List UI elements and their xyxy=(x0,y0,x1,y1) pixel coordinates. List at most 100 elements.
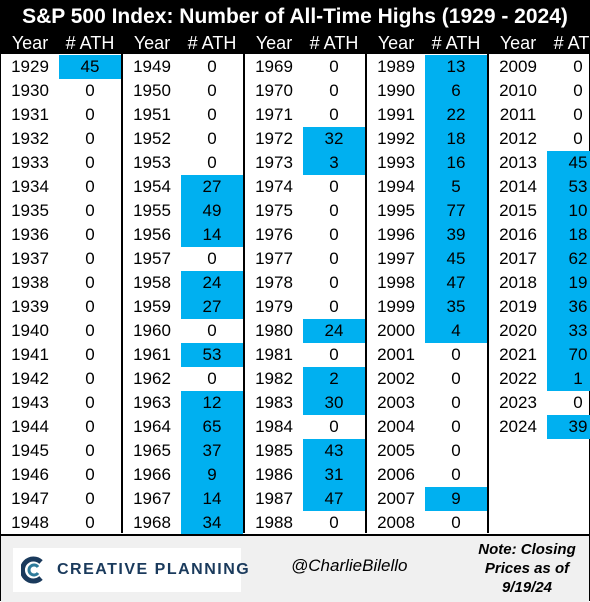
year-cell: 2013 xyxy=(499,153,537,172)
table-row: 2010 0 xyxy=(489,79,590,103)
year-cell: 1951 xyxy=(133,105,171,124)
ath-count-cell: 0 xyxy=(573,81,583,100)
year-cell: 1978 xyxy=(255,273,293,292)
table-row: 2003 0 xyxy=(367,391,487,415)
table-row: 1966 9 xyxy=(123,463,243,487)
table-row: 1980 24 xyxy=(245,319,365,343)
table-row: 1993 16 xyxy=(367,151,487,175)
ath-count-cell: 53 xyxy=(547,175,590,199)
year-cell: 1956 xyxy=(133,225,171,244)
table-row: 1984 0 xyxy=(245,415,365,439)
column-divider xyxy=(365,32,367,533)
table-row: 1944 0 xyxy=(1,415,121,439)
author-handle: @CharlieBilello xyxy=(291,556,408,575)
ath-count-cell: 0 xyxy=(573,393,583,412)
column-divider xyxy=(487,32,489,533)
ath-count-cell: 47 xyxy=(303,487,365,511)
ath-count-cell: 0 xyxy=(85,489,95,508)
ath-count-cell: 39 xyxy=(425,223,487,247)
ath-count-cell: 24 xyxy=(303,319,365,343)
column-divider xyxy=(243,32,245,533)
ath-count-cell: 0 xyxy=(451,393,461,412)
table-header: Year # ATH xyxy=(367,32,487,54)
year-cell: 2016 xyxy=(499,225,537,244)
ath-count-cell: 36 xyxy=(547,295,590,319)
table-row: 2002 0 xyxy=(367,367,487,391)
year-cell: 1939 xyxy=(11,297,49,316)
ath-count-cell: 18 xyxy=(425,127,487,151)
table-row: 2021 70 xyxy=(489,343,590,367)
ath-count-cell: 0 xyxy=(329,513,339,532)
year-cell: 1969 xyxy=(255,57,293,76)
ath-count-cell: 0 xyxy=(85,345,95,364)
table-row: 2023 0 xyxy=(489,391,590,415)
table-row: 1961 53 xyxy=(123,343,243,367)
ath-count-cell: 0 xyxy=(329,57,339,76)
year-cell: 2020 xyxy=(499,321,537,340)
ath-count-cell: 0 xyxy=(329,81,339,100)
table-row: 1999 35 xyxy=(367,295,487,319)
year-cell: 1945 xyxy=(11,441,49,460)
table-row: 1942 0 xyxy=(1,367,121,391)
table-row: 1975 0 xyxy=(245,199,365,223)
year-cell: 2011 xyxy=(499,105,537,124)
ath-count-cell: 0 xyxy=(329,345,339,364)
footer: CREATIVE PLANNING @CharlieBilello Note: … xyxy=(1,534,589,602)
table-row: 1949 0 xyxy=(123,55,243,79)
table-row: 1969 0 xyxy=(245,55,365,79)
ath-count-cell: 43 xyxy=(303,439,365,463)
ath-count-cell: 34 xyxy=(181,511,243,535)
ath-count-cell: 0 xyxy=(329,105,339,124)
table-row: 1959 27 xyxy=(123,295,243,319)
table-row: 1956 14 xyxy=(123,223,243,247)
ath-count-cell: 0 xyxy=(207,105,217,124)
table-row: 1994 5 xyxy=(367,175,487,199)
ath-count-cell: 2 xyxy=(303,367,365,391)
table-row: 1934 0 xyxy=(1,175,121,199)
year-cell: 2007 xyxy=(377,489,415,508)
table-row: 1967 14 xyxy=(123,487,243,511)
ath-count-cell: 0 xyxy=(573,129,583,148)
year-cell: 1995 xyxy=(377,201,415,220)
table-row: 1976 0 xyxy=(245,223,365,247)
year-cell: 1942 xyxy=(11,369,49,388)
ath-count-cell: 0 xyxy=(85,321,95,340)
year-cell: 1973 xyxy=(255,153,293,172)
year-cell: 2022 xyxy=(499,369,537,388)
ath-count-cell: 0 xyxy=(207,321,217,340)
table-column: Year # ATH 1969 0 1970 0 1971 0 1972 32 1973 3 1974 0… xyxy=(245,32,365,533)
table-row: 1968 34 xyxy=(123,511,243,535)
table-header: Year # ATH xyxy=(123,32,243,54)
ath-count-cell: 0 xyxy=(451,417,461,436)
year-cell: 1990 xyxy=(377,81,415,100)
table-row: 2001 0 xyxy=(367,343,487,367)
ath-count-cell: 39 xyxy=(547,415,590,439)
year-cell: 1929 xyxy=(11,57,49,76)
table-column: Year # ATH 1949 0 1950 0 1951 0 1952 0 1953 0 1954 27… xyxy=(123,32,243,535)
ath-count-cell: 9 xyxy=(425,487,487,511)
ath-count-cell: 0 xyxy=(329,201,339,220)
table-row: 2009 0 xyxy=(489,55,590,79)
table-header: Year # ATH xyxy=(489,32,590,54)
year-cell: 2019 xyxy=(499,297,537,316)
table-row: 2022 1 xyxy=(489,367,590,391)
ath-count-cell: 6 xyxy=(425,79,487,103)
ath-count-cell: 53 xyxy=(181,343,243,367)
ath-count-cell: 0 xyxy=(85,129,95,148)
table-column: Year # ATH 1929 45 1930 0 1931 0 1932 0 1933 0 1934 0… xyxy=(1,32,121,533)
table-row: 1962 0 xyxy=(123,367,243,391)
ath-count-cell: 45 xyxy=(425,247,487,271)
year-cell: 1970 xyxy=(255,81,293,100)
chart-title: S&P 500 Index: Number of All-Time Highs … xyxy=(1,1,589,32)
year-cell: 1948 xyxy=(11,513,49,532)
year-cell: 1957 xyxy=(133,249,171,268)
logo-text: CREATIVE PLANNING xyxy=(57,561,251,578)
ath-count-cell: 31 xyxy=(303,463,365,487)
table-row: 1933 0 xyxy=(1,151,121,175)
ath-count-cell: 0 xyxy=(207,129,217,148)
table-row: 1958 24 xyxy=(123,271,243,295)
ath-count-cell: 0 xyxy=(85,177,95,196)
year-cell: 2017 xyxy=(499,249,537,268)
ath-count-cell: 32 xyxy=(303,127,365,151)
ath-count-cell: 33 xyxy=(547,319,590,343)
